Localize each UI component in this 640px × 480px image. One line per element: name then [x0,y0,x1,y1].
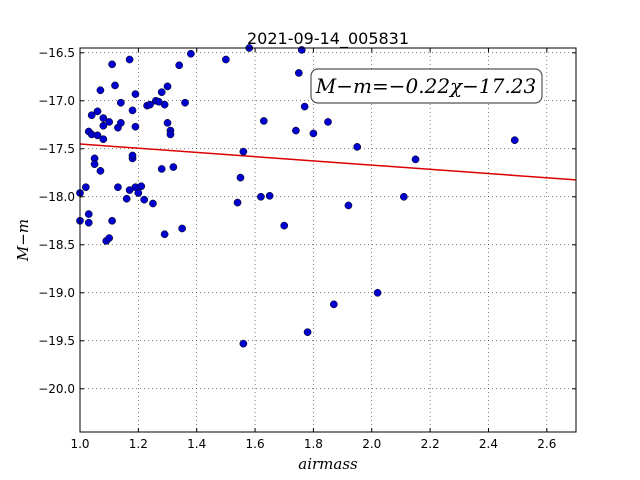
data-point [108,60,116,69]
data-point [181,98,189,107]
y-tick-label: −18.0 [38,190,75,204]
data-point [157,165,166,173]
data-point [166,130,175,139]
data-point [108,216,116,225]
data-point [96,86,105,95]
data-point [294,69,303,77]
y-tick-label: −19.5 [38,334,75,348]
x-tick-label: 1.6 [246,437,265,451]
data-point [114,183,122,192]
data-point [116,119,125,127]
x-tick-label: 1.4 [187,437,206,451]
data-point [84,210,93,218]
data-point [140,195,149,204]
data-point [163,82,172,91]
x-tick-label: 2.4 [479,437,498,451]
data-points [76,44,519,348]
data-point [233,198,242,207]
data-point [222,55,230,64]
data-point [411,155,420,164]
data-point [90,160,99,169]
y-tick-label: −16.5 [38,46,75,60]
data-point [300,102,309,111]
data-point [280,221,289,230]
x-tick-label: 2.0 [362,437,381,451]
data-point [400,192,408,201]
data-point [175,61,184,70]
data-point [309,129,318,138]
x-tick-label: 1.8 [304,437,323,451]
data-point [239,147,248,156]
axis-ticks: 1.0 1.2 1.4 1.6 1.8 2.0 2.2 2.4 2.6 −16.5 −17.0 −17… [38,46,576,451]
data-point [131,90,140,98]
data-point [187,49,195,58]
data-point [105,234,114,242]
data-point [84,218,93,227]
y-tick-label: −19.0 [38,286,75,300]
fit-line-layer [79,143,577,181]
data-point [81,183,90,192]
data-point [353,143,362,151]
data-point [329,300,338,309]
data-point [236,173,245,182]
data-point [257,192,265,201]
data-point [157,88,166,97]
data-point [99,135,108,144]
data-point [239,339,248,348]
y-tick-label: −20.0 [38,382,75,396]
data-point [344,201,353,210]
data-point [265,191,274,200]
data-point [373,288,382,297]
data-point [131,122,140,131]
fit-line [79,143,577,181]
data-point [99,121,108,130]
chart-title: 2021-09-14_005831 [247,29,409,49]
data-point [105,118,114,126]
x-axis-label: airmass [298,455,358,473]
data-point [169,163,178,171]
data-point [122,194,131,203]
data-point [303,328,312,337]
fit-annotation: M−m=−0.22χ−17.23 [310,68,543,104]
data-point [116,98,125,107]
y-tick-label: −17.0 [38,94,75,108]
data-point [111,81,119,90]
data-point [93,107,102,116]
annotation-box-frame [310,68,543,104]
y-tick-label: −18.5 [38,238,75,252]
x-tick-label: 2.2 [421,437,440,451]
data-point [99,114,108,122]
x-tick-label: 2.6 [537,437,556,451]
y-tick-label: −17.5 [38,142,75,156]
data-point [324,118,332,126]
data-point [163,119,172,127]
data-point [93,131,102,140]
data-point [96,167,105,175]
data-point [134,189,143,197]
data-point [510,136,519,145]
data-point [160,100,169,109]
plot-frame [79,47,577,433]
data-point [125,55,134,64]
data-point [128,151,137,160]
data-point [259,117,268,125]
data-point [149,199,157,208]
y-axis-label: M−m [14,219,32,262]
data-point [160,230,169,239]
data-point [297,46,306,54]
data-point [146,100,154,109]
data-point [137,182,146,191]
annotation-text: M−m=−0.22χ−17.23 [315,74,536,98]
x-tick-label: 1.2 [129,437,148,451]
x-tick-label: 1.0 [70,437,89,451]
data-point [292,126,300,135]
data-point [178,224,186,233]
data-point [128,106,137,115]
data-point [87,111,96,120]
